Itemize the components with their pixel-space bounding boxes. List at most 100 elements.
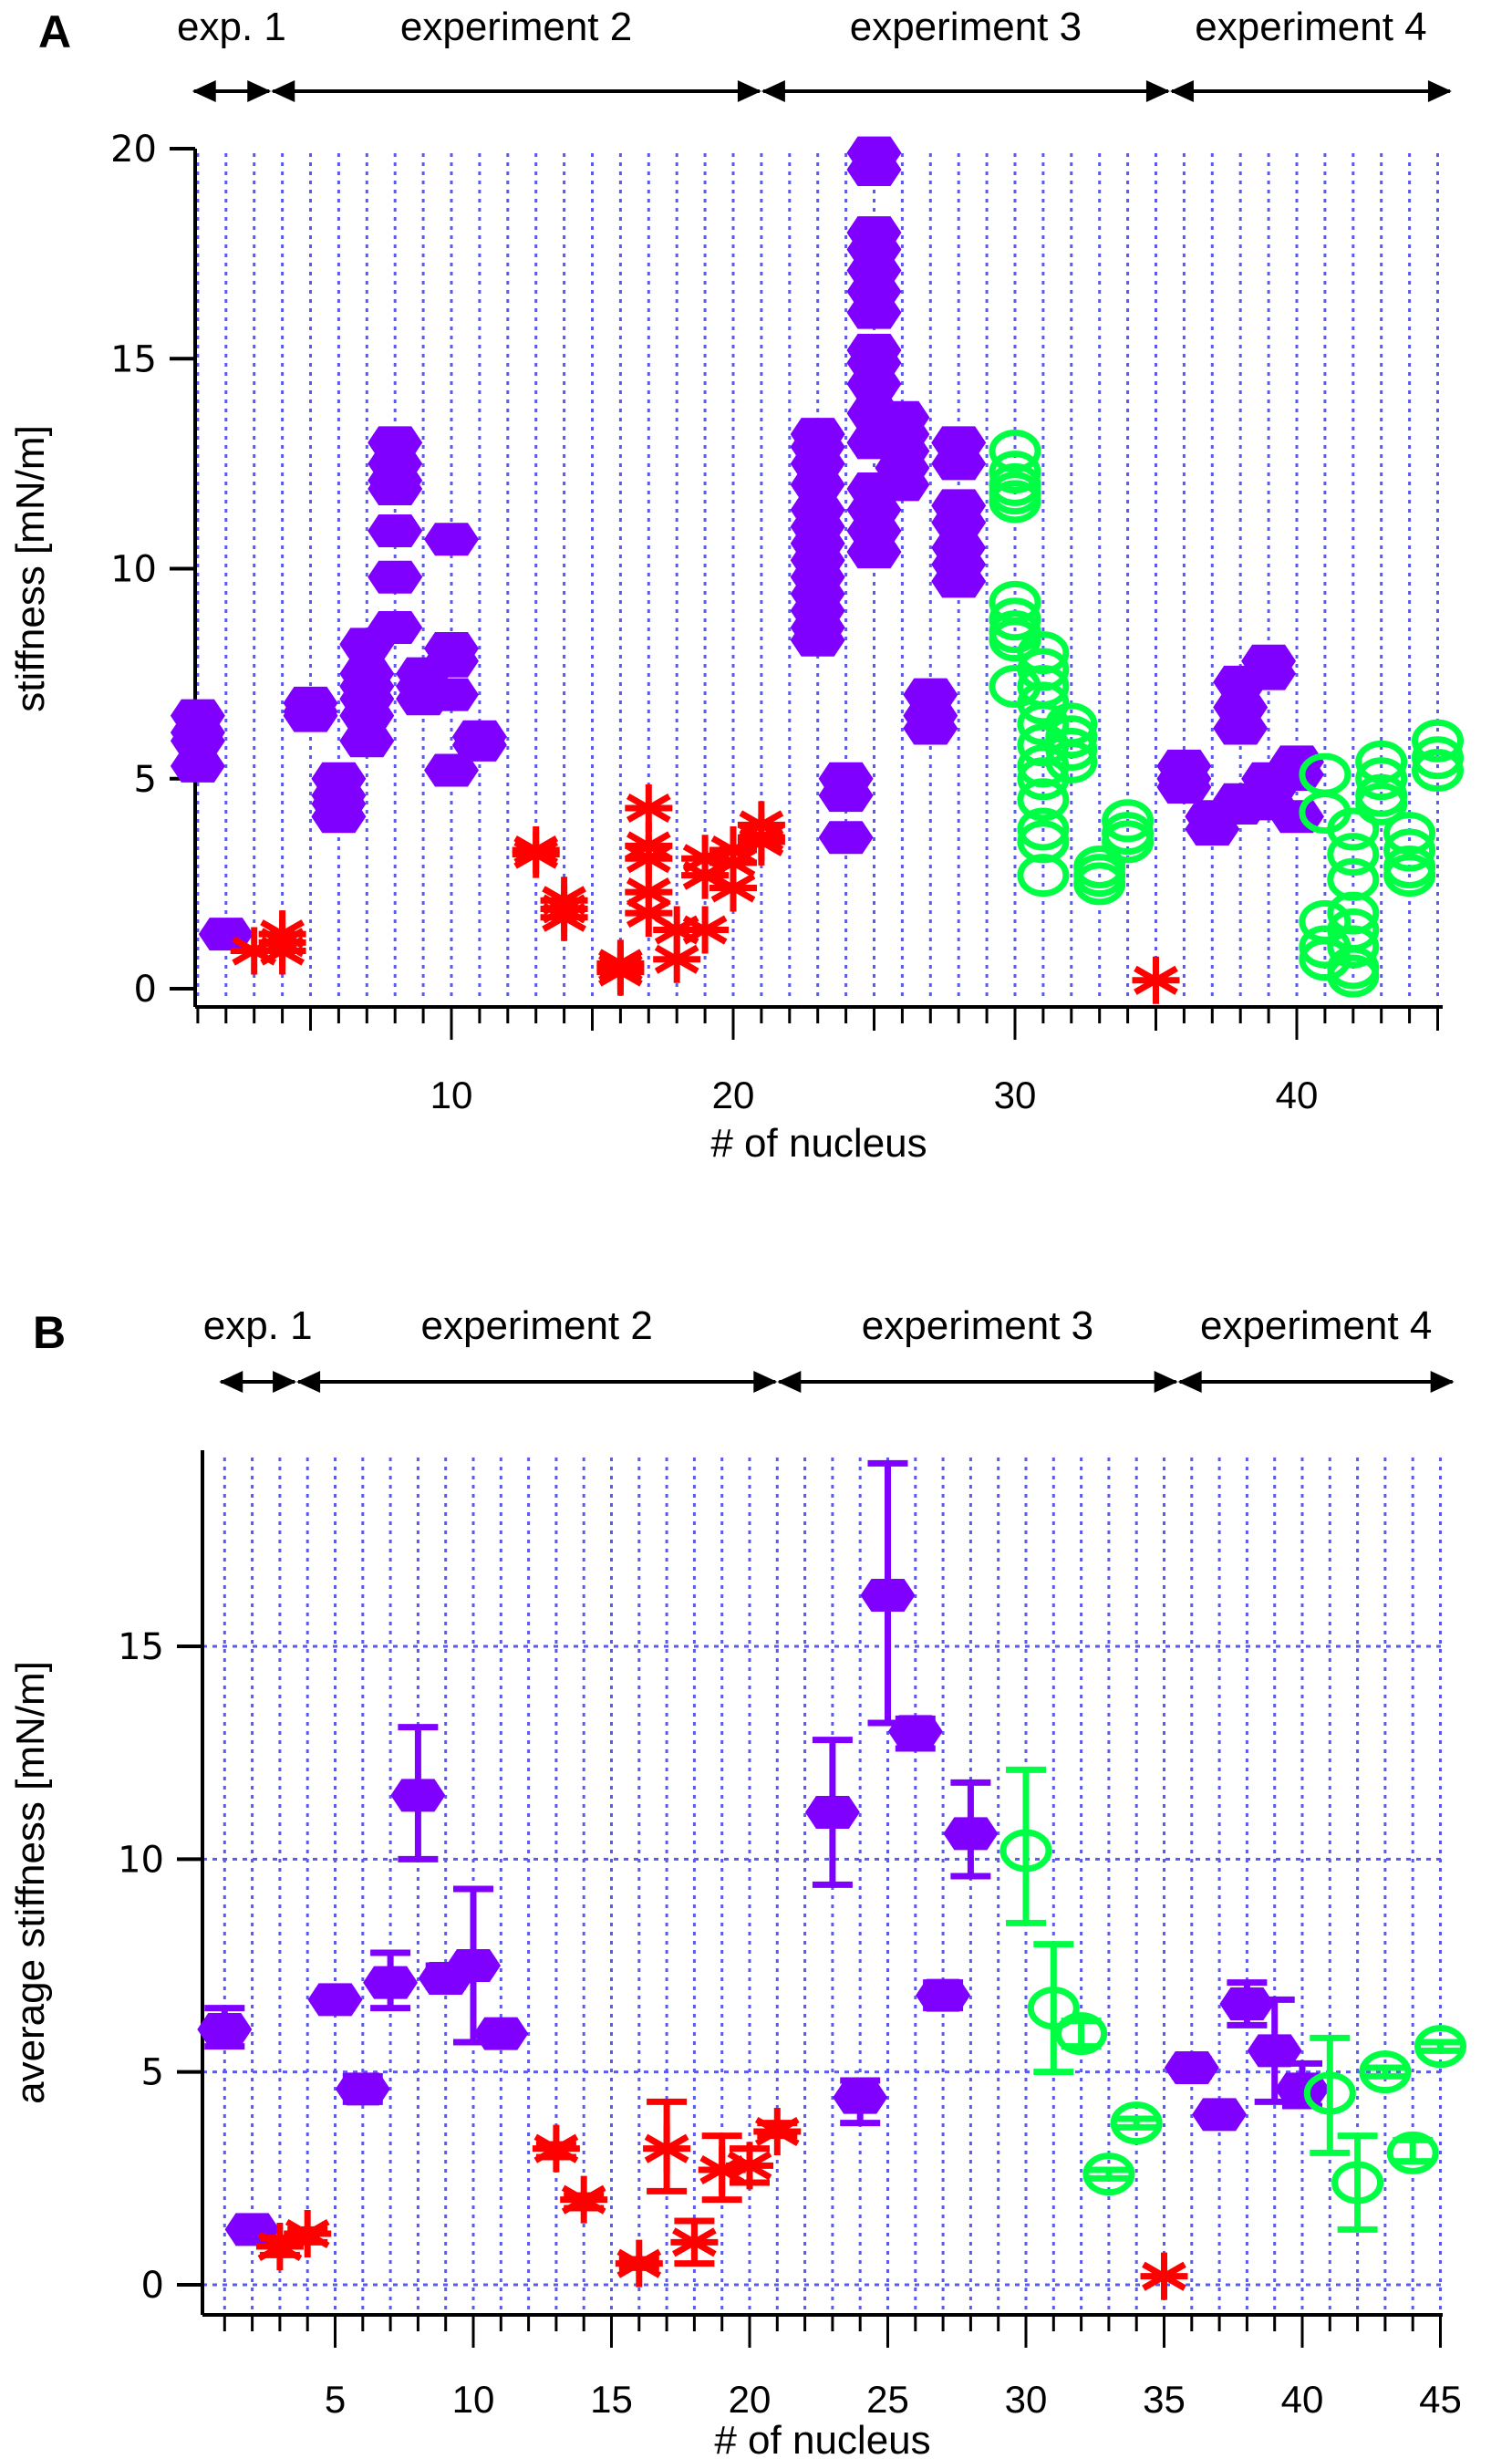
diamond-marker [424,678,479,711]
diamond-marker [446,1949,501,1982]
panel-a-letter: A [38,6,71,57]
circle-marker [1045,728,1098,772]
circle-marker [989,451,1041,494]
error-bar-point [643,2098,691,2194]
error-bar-point [284,2210,332,2257]
error-bar-point [833,2077,888,2127]
arrow-right-icon [753,1371,778,1393]
experiment-label: experiment 3 [850,5,1082,49]
diamond-marker [1213,711,1269,745]
x-tick-label: 40 [1276,1074,1319,1116]
diamond-marker [1247,2034,1302,2068]
experiment-label: exp. 1 [177,5,286,49]
diamond-marker [1192,2098,1248,2132]
y-tick-label: 15 [118,1626,164,1668]
experiment-label: experiment 4 [1195,5,1426,49]
diamond-marker [1164,2051,1219,2084]
asterisk-marker [540,893,588,941]
series-circle [999,1766,1466,2233]
error-bar-point [1275,2060,1330,2110]
circle-marker [1017,778,1070,822]
panel-b-x-axis-title: # of nucleus [714,2418,930,2459]
diamond-marker [473,2017,529,2050]
panel-a: A exp. 1 experiment 2 experiment 3 experime… [8,5,1464,1166]
circle-marker [1327,925,1380,969]
error-bar-point [943,1779,999,1880]
diamond-marker [363,1966,419,1999]
diamond-marker [1241,657,1297,690]
diamond-marker [170,749,225,783]
x-tick-label: 5 [325,2378,346,2421]
arrow-right-icon [1154,1371,1178,1393]
arrow-right-icon [737,80,761,102]
asterisk-marker [670,2218,719,2267]
error-bar-point [473,2017,529,2050]
diamond-marker [943,1817,999,1851]
experiment-label: experiment 3 [862,1303,1093,1348]
circle-marker [989,597,1041,641]
circle-marker [1359,2050,1412,2094]
circle-marker [1110,2101,1163,2145]
asterisk-marker [560,2175,608,2224]
diamond-marker [424,753,479,787]
arrow-right-icon [1145,80,1170,102]
circle-marker [1355,782,1408,825]
panel-b-data-marks [197,1459,1466,2300]
series-circle [989,430,1464,998]
arrow-left-icon [296,1371,321,1393]
error-bar-point [887,1715,943,1752]
error-bar-point [1414,2025,1466,2069]
y-tick-label: 0 [141,2265,164,2307]
asterisk-marker [625,835,673,883]
experiment-label: experiment 2 [421,1303,653,1348]
x-tick-label: 20 [729,2378,772,2421]
diamond-marker [368,560,423,594]
diamond-marker [339,699,395,732]
diamond-marker [451,728,507,762]
asterisk-marker [284,2210,332,2257]
arrow-left-icon [271,80,295,102]
diamond-marker [1156,770,1212,804]
diamond-marker [339,724,395,758]
diamond-marker [875,468,930,502]
error-bar-point [615,2239,663,2288]
x-tick-label: 25 [866,2378,909,2421]
asterisk-marker [512,830,560,878]
experiment-label: experiment 2 [400,5,632,49]
error-bar-point [804,1737,860,1888]
diamond-marker [307,1983,363,2017]
error-bar-point [1219,1979,1275,2028]
diamond-marker [368,610,423,644]
error-bar-point [307,1983,363,2017]
panel-a-axes: 0 5 10 15 20 10 20 30 40 [110,129,1443,1116]
error-bar-point [999,1766,1052,1926]
diamond-marker [818,779,874,813]
asterisk-marker [1132,956,1180,1004]
experiment-label: experiment 4 [1200,1303,1432,1348]
diamond-marker [818,821,874,855]
diamond-marker [790,623,845,657]
diamond-marker [1219,1987,1275,2020]
diamond-marker [790,468,845,502]
diamond-marker [833,2080,888,2114]
diamond-marker [804,1796,860,1829]
circle-marker [1027,1987,1080,2030]
circle-marker [1386,2131,1439,2174]
y-tick-label: 0 [134,969,157,1011]
circle-marker [1383,854,1436,897]
circle-marker [1412,719,1464,763]
error-bar-point [1303,2034,1356,2156]
diamond-marker [390,1779,446,1812]
asterisk-marker [681,906,730,954]
panel-b-grid [202,1458,1443,2309]
panel-a-experiment-bar: exp. 1 experiment 2 experiment 3 experiment… [177,5,1452,102]
arrow-left-icon [777,1371,802,1393]
diamond-marker [170,724,225,758]
arrow-right-icon [247,80,272,102]
error-bar-point [532,2124,580,2173]
arrow-left-icon [219,1371,243,1393]
asterisk-marker [532,2124,580,2173]
diamond-marker [197,2013,253,2046]
asterisk-marker [753,2108,802,2155]
